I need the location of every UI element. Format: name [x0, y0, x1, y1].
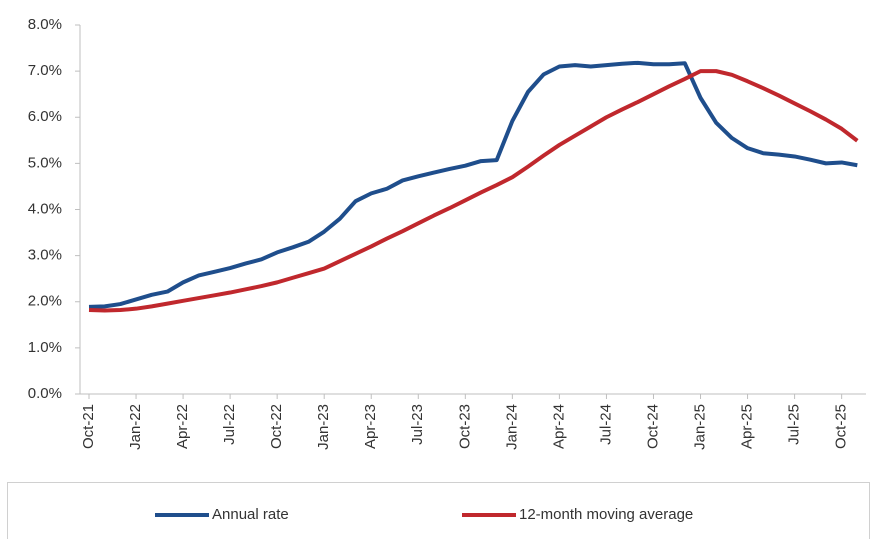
- x-tick-label: Jul-24: [597, 404, 614, 445]
- x-tick-label: Jul-23: [409, 404, 426, 445]
- x-tick-label: Oct-24: [644, 404, 661, 449]
- series-line: [88, 69, 859, 313]
- x-tick-label: Apr-24: [550, 404, 567, 449]
- x-tick-label: Jan-24: [503, 404, 520, 450]
- x-tick-label: Oct-23: [456, 404, 473, 449]
- x-tick-label: Apr-25: [739, 404, 756, 449]
- legend-label: Annual rate: [212, 506, 289, 523]
- y-tick-label: 0.0%: [28, 385, 62, 402]
- x-tick-label: Apr-22: [174, 404, 191, 449]
- series-line: [88, 60, 858, 309]
- x-tick-label: Jan-22: [127, 404, 144, 450]
- y-tick-label: 7.0%: [28, 62, 62, 79]
- x-tick-label: Oct-21: [80, 404, 97, 449]
- x-tick-label: Jan-23: [315, 404, 332, 450]
- y-tick-label: 1.0%: [28, 339, 62, 356]
- y-tick-label: 5.0%: [28, 154, 62, 171]
- x-tick-label: Oct-25: [833, 404, 850, 449]
- y-tick-label: 2.0%: [28, 293, 62, 310]
- x-tick-label: Apr-23: [362, 404, 379, 449]
- legend-box: [7, 482, 870, 539]
- y-tick-label: 4.0%: [28, 200, 62, 217]
- x-tick-label: Jul-25: [786, 404, 803, 445]
- legend-label: 12-month moving average: [519, 506, 693, 523]
- y-tick-label: 6.0%: [28, 108, 62, 125]
- y-tick-label: 8.0%: [28, 16, 62, 33]
- x-tick-label: Oct-22: [268, 404, 285, 449]
- y-tick-label: 3.0%: [28, 247, 62, 264]
- x-tick-label: Jan-25: [691, 404, 708, 450]
- x-tick-label: Jul-22: [221, 404, 238, 445]
